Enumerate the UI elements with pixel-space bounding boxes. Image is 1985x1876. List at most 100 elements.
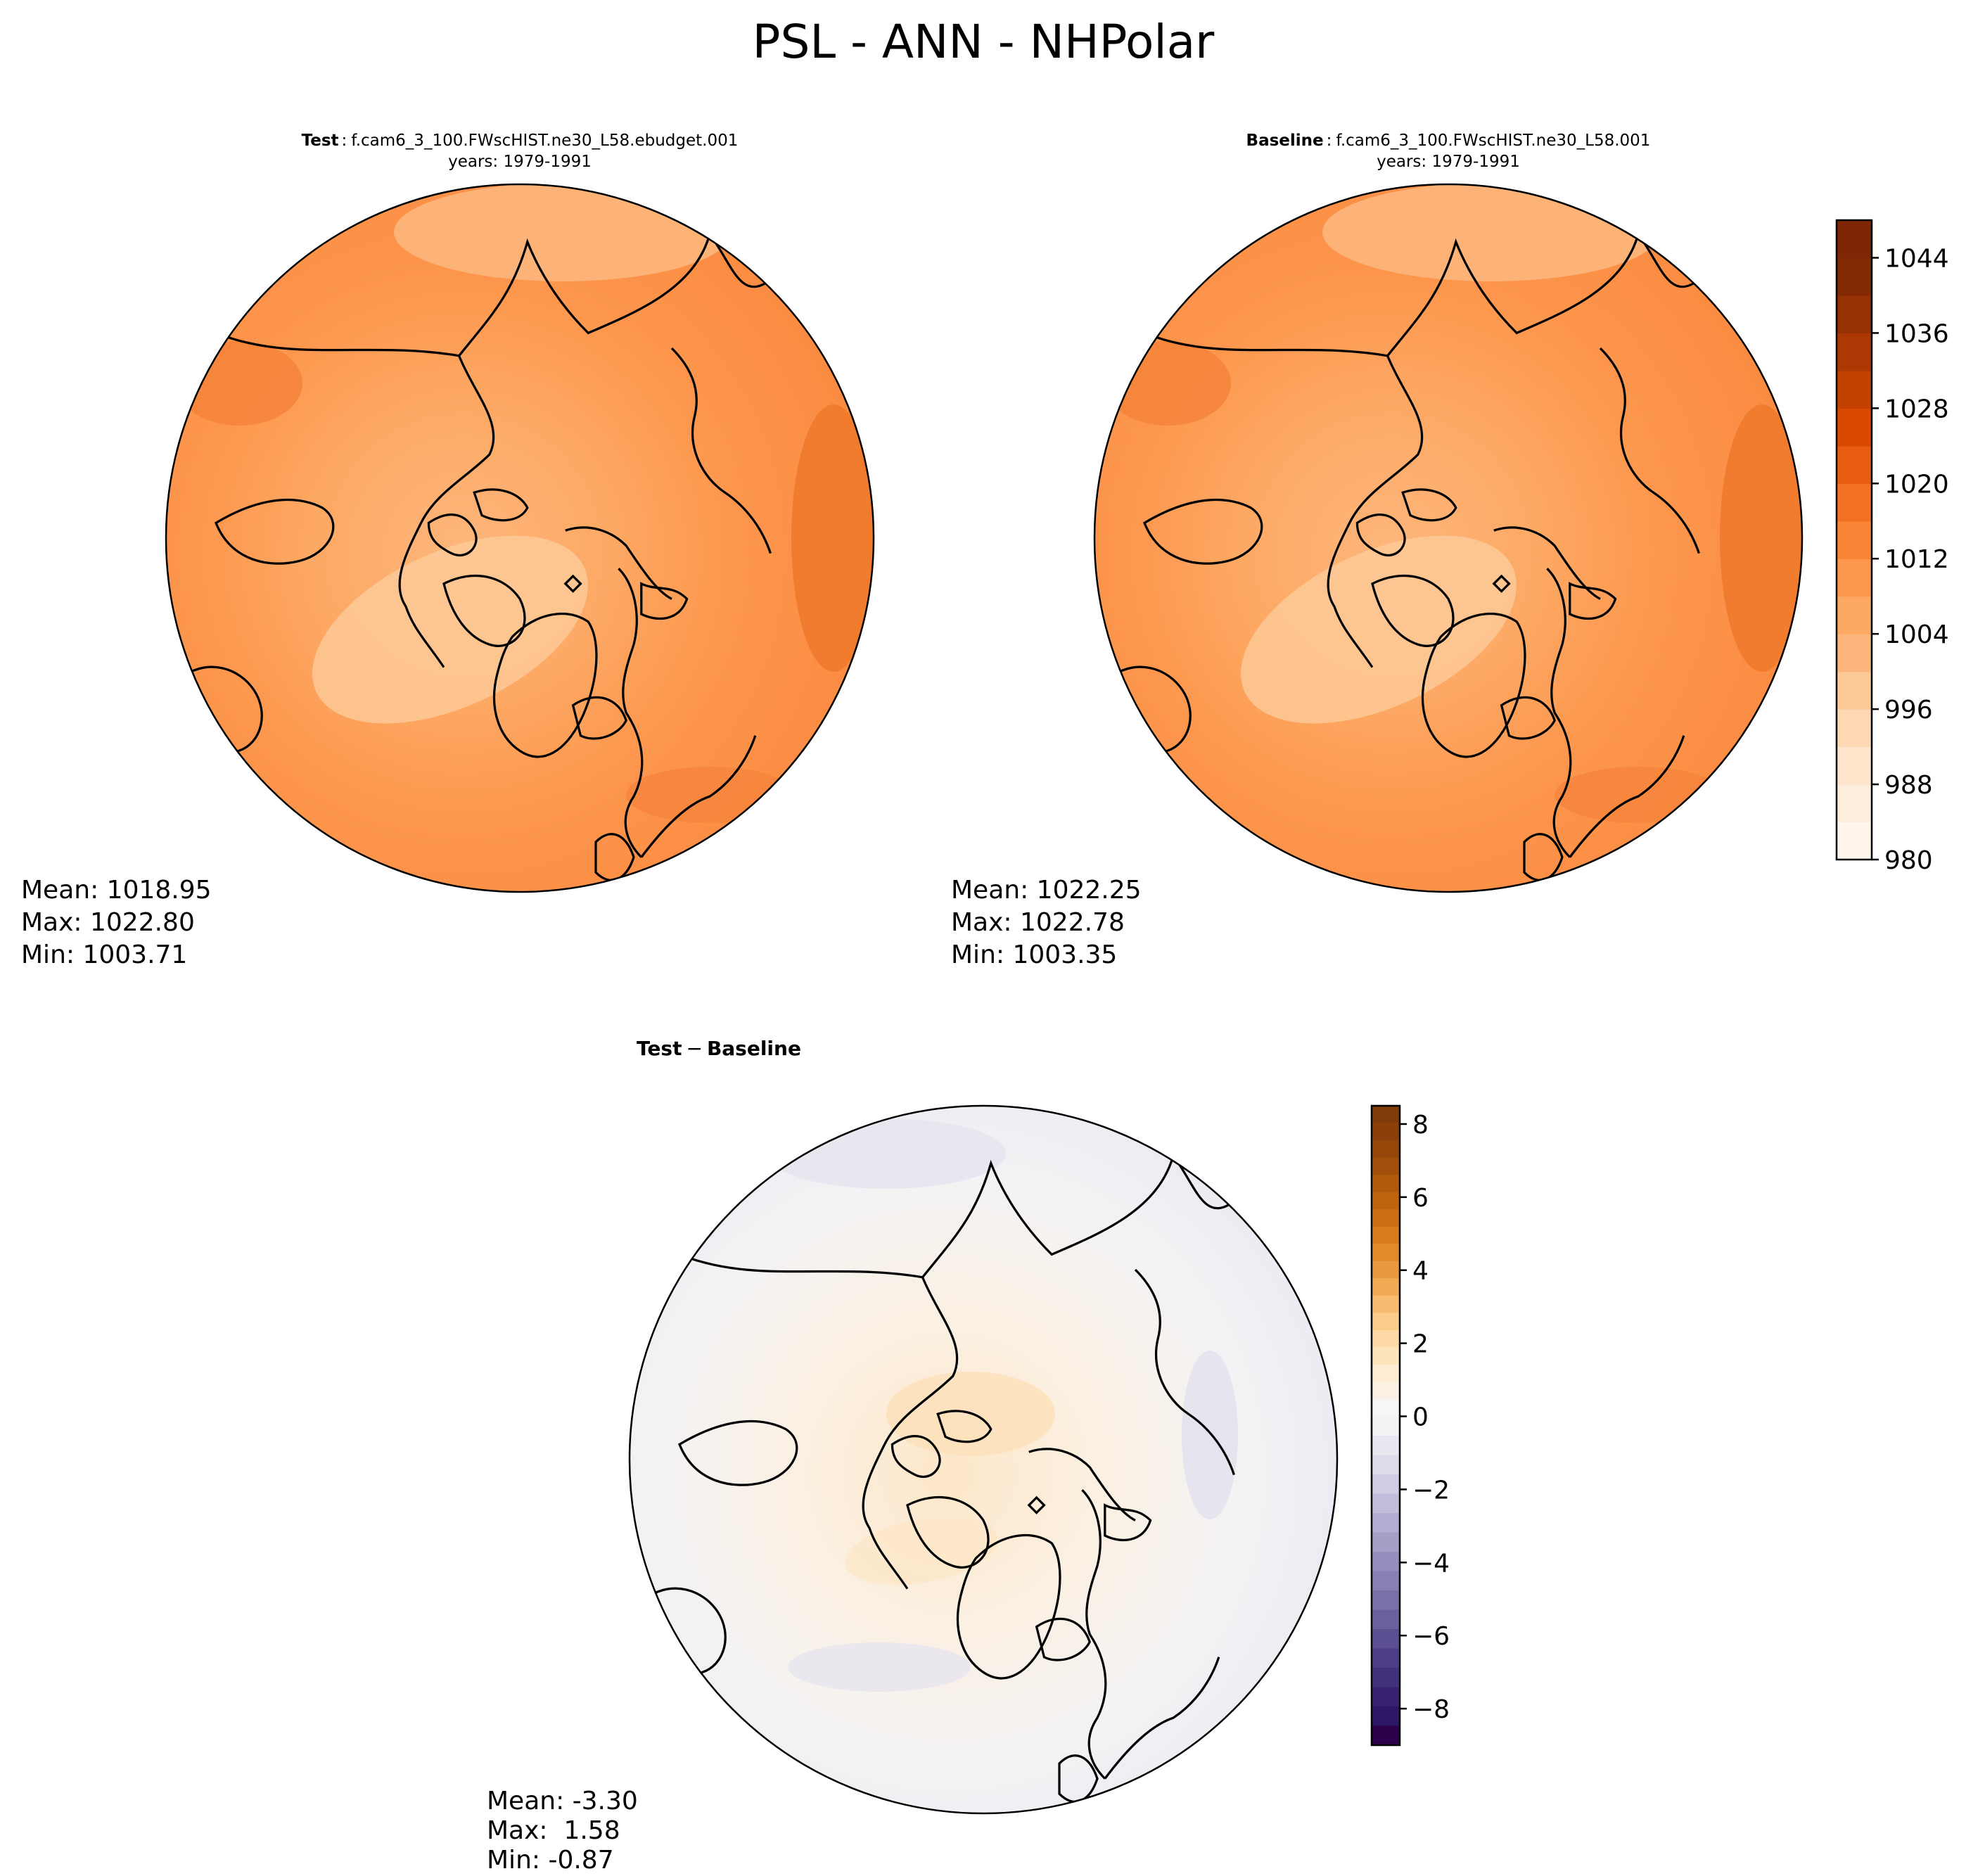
panel-difference-max: Max: 1.58 (487, 1816, 620, 1845)
panel-baseline-mean: Mean: 1022.25 (951, 876, 1142, 905)
panel-difference-title: Test − Baseline (637, 1037, 801, 1060)
panel-test-max: Max: 1022.80 (21, 908, 195, 937)
colorbar-difference-level (1372, 1398, 1400, 1417)
panel-difference-map (630, 1106, 1337, 1813)
colorbar-psl-level (1837, 483, 1872, 522)
colorbar-difference-level (1372, 1416, 1400, 1436)
panel-baseline-label: Baseline (1246, 132, 1324, 150)
colorbar-difference-level (1372, 1552, 1400, 1572)
colorbar-difference-tick-label: 4 (1412, 1257, 1429, 1286)
colorbar-psl-tick-label: 1044 (1884, 244, 1949, 273)
colorbar-difference: 8 6 4 2 0 −2 −4 −6 −8 (1370, 1104, 1450, 1747)
colorbar-psl-level (1837, 333, 1872, 371)
panel-baseline-case: f.cam6_3_100.FWscHIST.ne30_L58.001 (1336, 132, 1650, 150)
colorbar-difference-level (1372, 1590, 1400, 1611)
colorbar-difference-tick-label: 2 (1412, 1330, 1429, 1359)
panel-baseline-title: Baseline: f.cam6_3_100.FWscHIST.ne30_L58.… (1246, 132, 1651, 150)
panel-test-map (166, 184, 874, 892)
colorbar-difference-level (1372, 1106, 1400, 1124)
panel-baseline-max: Max: 1022.78 (951, 908, 1125, 937)
panel-difference-label-baseline: Baseline (707, 1037, 801, 1060)
colorbar-psl-level (1837, 257, 1872, 296)
colorbar-difference-level (1372, 1513, 1400, 1533)
colorbar-difference-tick-label: 0 (1412, 1403, 1429, 1432)
colorbar-psl: 980 988 996 1004 1012 1020 1028 1036 1044 (1835, 219, 1949, 875)
colorbar-difference-level (1372, 1532, 1400, 1552)
colorbar-difference-level (1372, 1347, 1400, 1365)
panel-baseline: Baseline: f.cam6_3_100.FWscHIST.ne30_L58.… (951, 132, 1949, 969)
panel-test-title: Test: f.cam6_3_100.FWscHIST.ne30_L58.ebud… (302, 132, 739, 150)
colorbar-difference-level (1372, 1706, 1400, 1727)
colorbar-psl-level (1837, 596, 1872, 634)
colorbar-difference-level (1372, 1157, 1400, 1175)
colorbar-difference-level (1372, 1629, 1400, 1650)
colorbar-psl-tick-label: 1020 (1884, 470, 1949, 499)
panel-test-label: Test (302, 132, 339, 150)
figure-title: PSL - ANN - NHPolar (753, 15, 1215, 69)
colorbar-difference-level (1372, 1668, 1400, 1688)
colorbar-psl-level (1837, 634, 1872, 672)
colorbar-difference-level (1372, 1455, 1400, 1475)
colorbar-psl-tick-label: 988 (1884, 771, 1933, 800)
colorbar-psl-level (1837, 822, 1872, 860)
colorbar-difference-level (1372, 1474, 1400, 1495)
panel-difference-label-test: Test (637, 1037, 682, 1060)
colorbar-difference-tick-label: −8 (1412, 1695, 1450, 1724)
panel-test-min: Min: 1003.71 (21, 940, 187, 969)
colorbar-difference-level (1372, 1725, 1400, 1746)
colorbar-difference-tick-label: −6 (1412, 1622, 1450, 1651)
colorbar-difference-level (1372, 1226, 1400, 1244)
panel-baseline-map (1094, 184, 1802, 892)
panel-difference-operator: − (686, 1037, 702, 1060)
colorbar-psl-level (1837, 295, 1872, 334)
colorbar-psl-tick-label: 1004 (1884, 620, 1949, 649)
colorbar-psl-level (1837, 521, 1872, 559)
panel-baseline-min: Min: 1003.35 (951, 940, 1117, 969)
colorbar-difference-level (1372, 1382, 1400, 1400)
colorbar-psl-level (1837, 220, 1872, 259)
colorbar-difference-level (1372, 1329, 1400, 1348)
colorbar-difference-tick-label: 6 (1412, 1184, 1429, 1213)
colorbar-difference-level (1372, 1313, 1400, 1331)
panel-baseline-years: years: 1979-1991 (1377, 153, 1520, 171)
colorbar-psl-level (1837, 370, 1872, 409)
colorbar-psl-tick-label: 996 (1884, 696, 1933, 725)
colorbar-psl-tick-label: 1036 (1884, 319, 1949, 348)
colorbar-difference-level (1372, 1571, 1400, 1591)
colorbar-difference-level (1372, 1609, 1400, 1630)
colorbar-difference-tick-label: −4 (1412, 1549, 1450, 1578)
colorbar-psl-tick-label: 1012 (1884, 545, 1949, 574)
colorbar-difference-level (1372, 1687, 1400, 1707)
colorbar-psl-level (1837, 746, 1872, 785)
colorbar-difference-level (1372, 1209, 1400, 1227)
colorbar-difference-level (1372, 1436, 1400, 1456)
panel-test-case: f.cam6_3_100.FWscHIST.ne30_L58.ebudget.0… (351, 132, 738, 150)
colorbar-difference-level (1372, 1493, 1400, 1514)
colorbar-psl-level (1837, 671, 1872, 710)
colorbar-difference-level (1372, 1244, 1400, 1262)
colorbar-difference-level (1372, 1648, 1400, 1668)
colorbar-difference-tick-label: −2 (1412, 1476, 1450, 1505)
colorbar-difference-level (1372, 1261, 1400, 1279)
colorbar-psl-level (1837, 709, 1872, 748)
colorbar-difference-level (1372, 1364, 1400, 1383)
colorbar-psl-level (1837, 784, 1872, 823)
colorbar-difference-tick-label: 8 (1412, 1111, 1429, 1140)
panel-test: Test: f.cam6_3_100.FWscHIST.ne30_L58.ebud… (21, 132, 875, 969)
panel-difference-mean: Mean: -3.30 (487, 1787, 638, 1816)
colorbar-psl-tick-label: 980 (1884, 846, 1933, 875)
panel-test-mean: Mean: 1018.95 (21, 876, 212, 905)
colorbar-psl-level (1837, 559, 1872, 597)
colorbar-difference-level (1372, 1140, 1400, 1159)
colorbar-psl-level (1837, 445, 1872, 484)
colorbar-difference-level (1372, 1192, 1400, 1210)
colorbar-difference-level (1372, 1123, 1400, 1141)
panel-difference: Test − Baseline Mean: -3.30 Max: 1.58 Min:… (487, 1037, 1450, 1875)
colorbar-difference-level (1372, 1278, 1400, 1296)
panel-test-years: years: 1979-1991 (448, 153, 592, 171)
colorbar-psl-tick-label: 1028 (1884, 395, 1949, 423)
colorbar-psl-level (1837, 408, 1872, 447)
colorbar-difference-level (1372, 1175, 1400, 1193)
panel-difference-min: Min: -0.87 (487, 1846, 614, 1875)
